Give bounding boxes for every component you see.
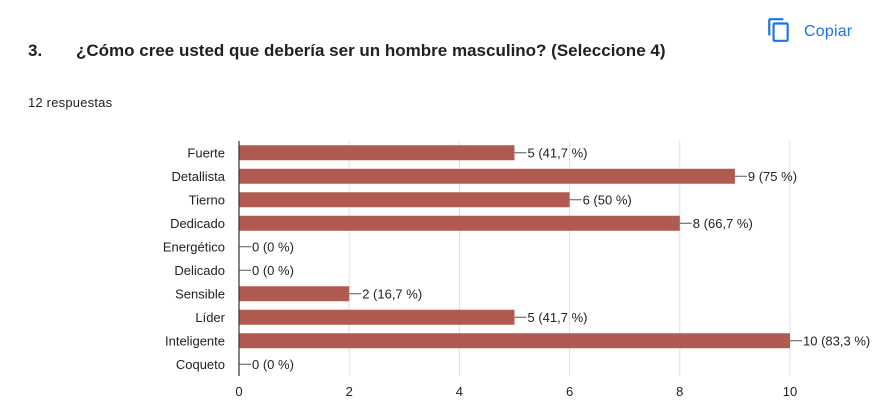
data-label: 6 (50 %)	[583, 192, 632, 207]
x-tick-label: 8	[676, 384, 683, 399]
x-tick-label: 6	[566, 384, 573, 399]
bar	[239, 192, 570, 208]
x-tick-label: 0	[235, 384, 242, 399]
x-tick-label: 4	[456, 384, 463, 399]
question-text: ¿Cómo cree usted que debería ser un homb…	[76, 41, 666, 60]
category-label: Tierno	[189, 192, 225, 207]
bar	[239, 215, 680, 231]
data-label: 8 (66,7 %)	[693, 216, 753, 231]
x-tick-label: 10	[783, 384, 797, 399]
data-label: 0 (0 %)	[252, 263, 294, 278]
question-title: 3. ¿Cómo cree usted que debería ser un ho…	[28, 41, 666, 61]
bar	[239, 286, 350, 302]
category-label: Líder	[195, 310, 225, 325]
data-label: 10 (83,3 %)	[803, 333, 870, 348]
response-count: 12 respuestas	[28, 95, 113, 110]
category-label: Fuerte	[187, 145, 225, 160]
bar	[239, 333, 790, 349]
data-label: 2 (16,7 %)	[362, 286, 422, 301]
copy-button[interactable]: Copiar	[766, 17, 853, 48]
category-label: Inteligente	[165, 333, 225, 348]
question-number: 3.	[28, 41, 43, 60]
category-label: Coqueto	[176, 357, 225, 372]
x-tick-label: 2	[346, 384, 353, 399]
category-label: Delicado	[174, 263, 225, 278]
data-label: 0 (0 %)	[252, 239, 294, 254]
data-label: 9 (75 %)	[748, 169, 797, 184]
bar	[239, 309, 515, 325]
data-label: 5 (41,7 %)	[528, 145, 588, 160]
category-label: Sensible	[175, 286, 225, 301]
data-label: 5 (41,7 %)	[528, 310, 588, 325]
category-label: Detallista	[172, 169, 226, 184]
copy-icon	[766, 17, 792, 48]
bar	[239, 145, 515, 161]
copy-label: Copiar	[804, 23, 853, 40]
bar	[239, 168, 735, 184]
category-label: Energético	[163, 239, 225, 254]
category-label: Dedicado	[170, 216, 225, 231]
data-label: 0 (0 %)	[252, 357, 294, 372]
